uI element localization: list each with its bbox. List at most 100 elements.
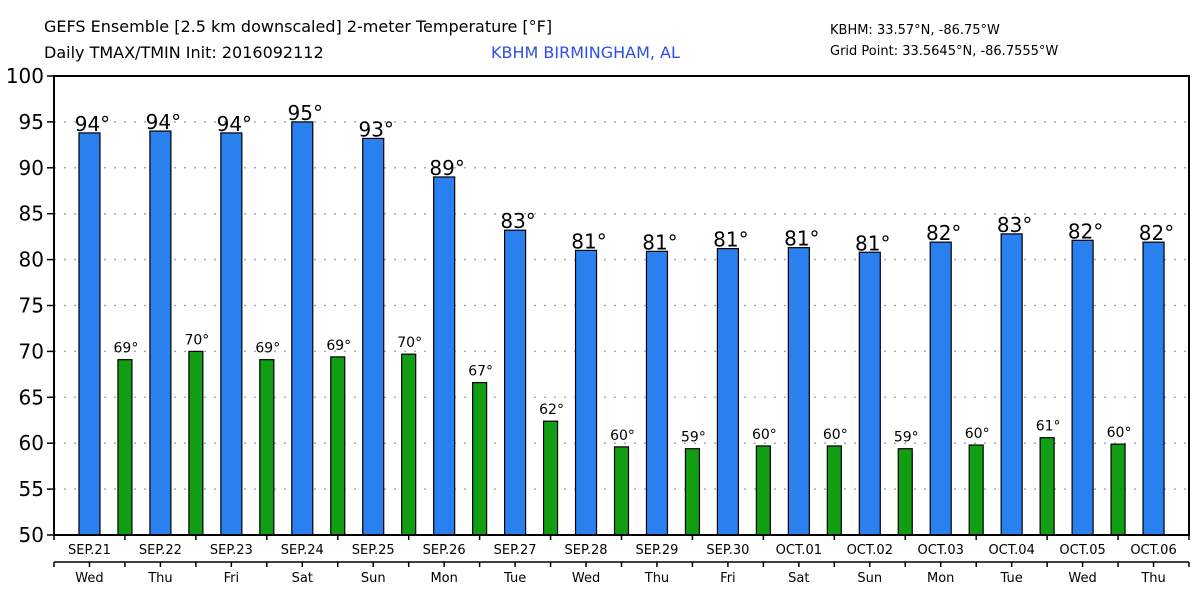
x-date-label: SEP.28 — [565, 543, 608, 558]
tmin-bar — [401, 353, 417, 536]
tmax-label: 94° — [75, 112, 110, 136]
x-weekday-label: Sun — [361, 571, 386, 586]
tmin-label: 69° — [114, 341, 139, 357]
station-coordinates: KBHM: 33.57°N, -86.75°W — [830, 23, 1000, 38]
tmax-bar — [433, 176, 456, 536]
tmax-label: 82° — [1068, 219, 1103, 243]
tmax-bar — [149, 130, 172, 536]
x-weekday-label: Sun — [857, 571, 882, 586]
x-date-label: OCT.05 — [1059, 543, 1105, 558]
x-weekday-label: Fri — [224, 571, 240, 586]
tmin-label: 69° — [326, 338, 351, 354]
tmax-label: 89° — [429, 156, 464, 180]
x-weekday-label: Wed — [75, 571, 103, 586]
x-weekday-label: Sat — [292, 571, 313, 586]
tmin-bar — [826, 445, 842, 536]
tmin-bar — [897, 448, 913, 536]
tmax-bar — [503, 229, 527, 536]
tmin-label: 70° — [397, 335, 422, 351]
tmax-label: 94° — [217, 112, 252, 136]
tmax-label: 81° — [713, 228, 748, 252]
tmax-label: 95° — [288, 101, 323, 125]
tmin-label: 60° — [610, 428, 635, 444]
x-date-label: SEP.25 — [352, 543, 395, 558]
tmax-bar — [645, 250, 669, 536]
tmin-label: 59° — [681, 430, 706, 446]
tmax-bar — [716, 247, 740, 536]
y-tick-label: 80 — [19, 248, 44, 272]
tmin-bar — [1110, 443, 1126, 536]
y-tick-label: 85 — [19, 202, 44, 226]
tmax-label: 83° — [500, 209, 535, 233]
tmin-label: 67° — [468, 364, 493, 380]
x-weekday-label: Fri — [720, 571, 736, 586]
x-date-label: OCT.01 — [776, 543, 822, 558]
x-date-label: OCT.03 — [918, 543, 964, 558]
x-date-label: SEP.24 — [281, 543, 324, 558]
x-weekday-label: Mon — [430, 571, 457, 586]
tmin-label: 62° — [539, 402, 564, 418]
y-tick-label: 95 — [19, 110, 44, 134]
chart-title: GEFS Ensemble [2.5 km downscaled] 2-mete… — [44, 17, 553, 36]
x-weekday-label: Thu — [644, 571, 669, 586]
tmin-bar — [755, 445, 771, 536]
x-date-label: SEP.30 — [706, 543, 749, 558]
tmin-label: 60° — [752, 427, 777, 443]
tmin-label: 59° — [894, 430, 919, 446]
tmin-bar — [472, 382, 488, 536]
tmax-bar — [291, 121, 314, 536]
x-date-label: OCT.02 — [847, 543, 893, 558]
station-name: KBHM BIRMINGHAM, AL — [491, 43, 680, 62]
tmax-bar — [220, 132, 243, 536]
tmax-bar — [574, 249, 598, 536]
tmin-label: 69° — [255, 341, 280, 357]
tmin-bar — [117, 359, 133, 536]
tmin-bar — [1039, 437, 1055, 536]
tmin-bar — [542, 420, 559, 536]
tmin-bar — [613, 446, 630, 536]
tmax-label: 82° — [926, 221, 961, 245]
tmax-label: 82° — [1139, 221, 1174, 245]
x-weekday-label: Mon — [927, 571, 954, 586]
tmax-bar — [1142, 241, 1165, 536]
y-tick-label: 55 — [19, 477, 44, 501]
y-tick-label: 90 — [19, 156, 44, 180]
tmax-label: 94° — [146, 110, 181, 134]
tmax-bar — [858, 251, 881, 536]
tmax-bar — [1071, 239, 1094, 536]
y-tick-label: 100 — [6, 64, 44, 88]
y-tick-label: 75 — [19, 294, 44, 318]
tmin-label: 60° — [1107, 425, 1132, 441]
y-tick-label: 65 — [19, 385, 44, 409]
tmax-label: 81° — [855, 231, 890, 255]
tmin-bar — [330, 356, 346, 536]
tmax-bar — [1000, 233, 1023, 536]
x-weekday-label: Tue — [503, 571, 526, 586]
y-tick-label: 60 — [19, 431, 44, 455]
tmin-bar — [188, 350, 204, 536]
x-weekday-label: Thu — [147, 571, 172, 586]
x-date-label: SEP.22 — [139, 543, 182, 558]
tmax-bar — [362, 137, 385, 536]
x-date-label: SEP.26 — [423, 543, 466, 558]
tmax-label: 81° — [642, 230, 677, 254]
x-weekday-label: Wed — [1068, 571, 1096, 586]
x-weekday-label: Thu — [1140, 571, 1165, 586]
tmin-label: 61° — [1036, 419, 1061, 435]
tmin-label: 70° — [184, 332, 209, 348]
tmax-label: 81° — [571, 229, 606, 253]
tmax-label: 83° — [997, 213, 1032, 237]
x-date-label: SEP.21 — [68, 543, 111, 558]
x-date-label: OCT.04 — [988, 543, 1034, 558]
tmin-bar — [968, 444, 984, 536]
tmin-bar — [684, 448, 701, 536]
x-date-label: OCT.06 — [1130, 543, 1176, 558]
x-weekday-label: Tue — [1000, 571, 1023, 586]
tmax-bar — [929, 241, 952, 536]
x-weekday-label: Wed — [572, 571, 600, 586]
y-tick-label: 70 — [19, 339, 44, 363]
tmax-label: 93° — [358, 117, 393, 141]
tmax-label: 81° — [784, 227, 819, 251]
y-tick-label: 50 — [19, 523, 44, 547]
